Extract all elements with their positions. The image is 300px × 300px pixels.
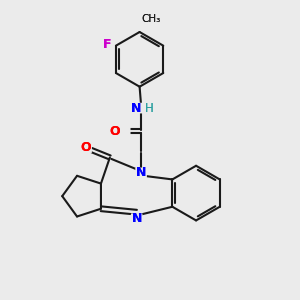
Text: CH₃: CH₃: [141, 14, 160, 24]
Text: F: F: [103, 38, 112, 51]
Text: N: N: [131, 102, 141, 115]
Text: H: H: [145, 102, 154, 115]
FancyBboxPatch shape: [119, 126, 130, 136]
FancyBboxPatch shape: [131, 213, 142, 224]
FancyBboxPatch shape: [102, 39, 113, 50]
Text: O: O: [81, 141, 92, 154]
Text: O: O: [109, 125, 120, 138]
FancyBboxPatch shape: [80, 142, 92, 153]
FancyBboxPatch shape: [133, 103, 145, 113]
Text: N: N: [131, 102, 141, 115]
Text: N: N: [136, 167, 146, 179]
Text: O: O: [109, 125, 120, 138]
Text: N: N: [131, 212, 142, 225]
Text: O: O: [81, 141, 92, 154]
Text: F: F: [103, 38, 112, 51]
FancyBboxPatch shape: [139, 14, 151, 25]
Text: H: H: [145, 102, 154, 115]
Text: N: N: [131, 212, 142, 225]
FancyBboxPatch shape: [135, 167, 147, 178]
Text: CH₃: CH₃: [141, 14, 160, 24]
Text: N: N: [136, 167, 146, 179]
